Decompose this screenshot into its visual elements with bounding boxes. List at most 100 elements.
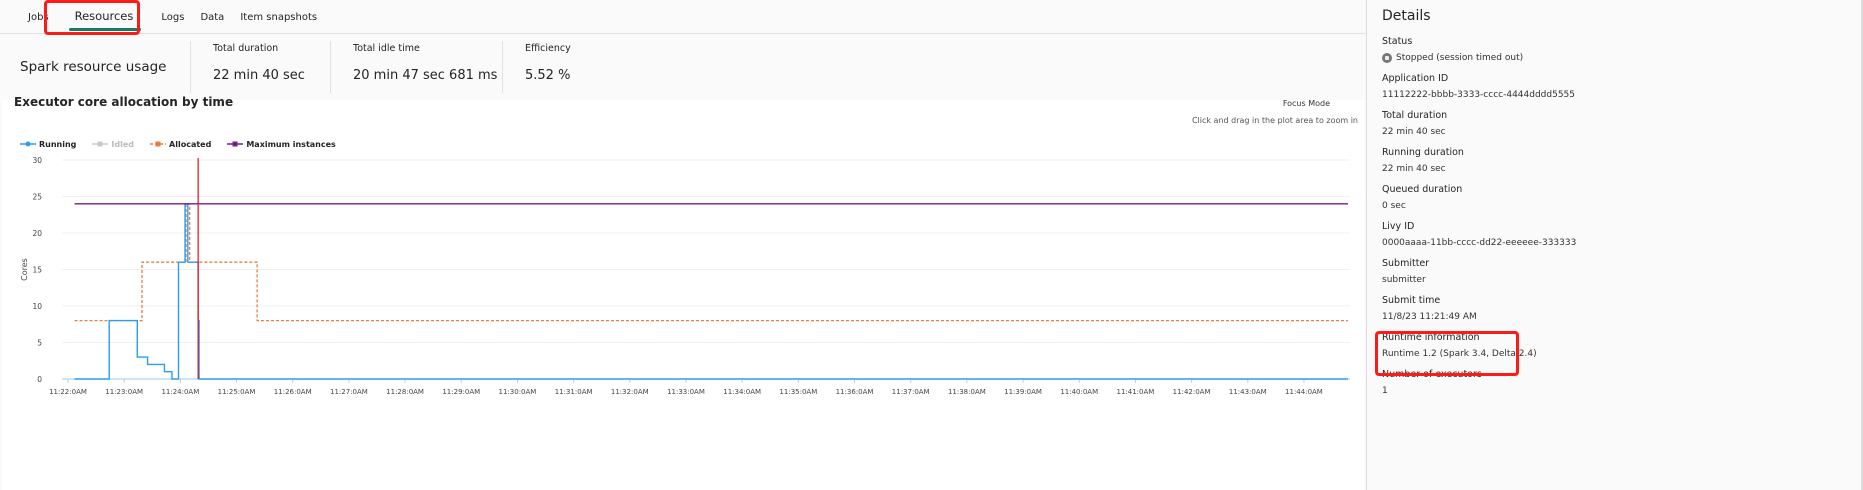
legend-label: Idled [111,140,135,149]
y-tick-label: 0 [37,375,42,384]
detail-value-text: 11112222-bbbb-3333-cccc-4444dddd5555 [1382,90,1576,100]
detail-value-text: 22 min 40 sec [1382,127,1446,137]
x-tick-label: 11:34:0AM [723,388,761,396]
detail-label: Queued duration [1382,184,1463,195]
detail-value-text: 11/8/23 11:21:49 AM [1382,312,1477,322]
core-allocation-chart[interactable]: 0 5 10 15 20 25 30 11:22:0AM 11:23:0AM 11:24:0AM 1… [2,100,1364,490]
metric-total-duration: Total duration 22 min 40 sec [190,41,330,93]
detail-value: Stopped (session timed out) [1382,53,1863,63]
x-tick-label: 11:39:0AM [1004,388,1042,396]
focus-mode-button[interactable]: Focus Mode [1282,99,1330,108]
detail-label: Total duration [1382,110,1448,121]
detail-value-text: 0000aaaa-11bb-cccc-dd22-eeeeee-333333 [1382,238,1577,248]
x-tick-label: 11:42:0AM [1173,388,1211,396]
legend-marker-icon [150,140,167,149]
detail-value-text: submitter [1382,275,1426,285]
y-tick-label: 15 [32,266,42,275]
metric-label: Total idle time [353,43,420,54]
y-tick-label: 10 [32,302,42,311]
detail-value: 11/8/23 11:21:49 AM [1382,312,1863,322]
metric-idle-time: Total idle time 20 min 47 sec 681 ms [330,41,502,93]
legend-item[interactable]: Running [20,140,76,149]
y-tick-label: 30 [32,156,42,165]
tab-resources[interactable]: Resources [57,9,154,33]
detail-label: Running duration [1382,147,1464,158]
x-tick-label: 11:25:0AM [218,388,256,396]
x-tick-label: 11:22:0AM [49,388,87,396]
x-tick-label: 11:38:0AM [948,388,986,396]
x-tick-label: 11:26:0AM [274,388,312,396]
tab-jobs[interactable]: Jobs [28,12,49,23]
y-tick-label: 5 [37,339,42,348]
metric-label: Efficiency [525,43,571,54]
metric-efficiency: Efficiency 5.52 % [502,41,642,93]
main-panel: Jobs Resources Logs Data Item snapshots … [0,0,1366,490]
tab-bar: Jobs Resources Logs Data Item snapshots [0,0,1366,34]
x-tick-label: 11:23:0AM [105,388,143,396]
legend-item[interactable]: Allocated [150,140,211,149]
x-tick-label: 11:31:0AM [555,388,593,396]
detail-value-text: 1 [1382,386,1388,396]
x-tick-label: 11:24:0AM [161,388,199,396]
metric-value: 22 min 40 sec [213,68,305,83]
x-tick-label: 11:27:0AM [330,388,368,396]
x-tick-label: 11:37:0AM [892,388,930,396]
legend-item[interactable]: Idled [92,140,134,149]
legend-marker-icon [227,140,244,149]
resource-summary: Spark resource usage Total duration 22 mi… [0,34,1366,100]
highlight-box-runtime-info [1375,331,1519,376]
x-tick-label: 11:43:0AM [1229,388,1267,396]
x-tick-label: 11:35:0AM [779,388,817,396]
y-tick-label: 25 [32,193,42,202]
x-tick-label: 11:44:0AM [1285,388,1323,396]
x-tick-label: 11:30:0AM [499,388,537,396]
detail-label: Runtime information [1382,332,1480,343]
summary-title: Spark resource usage [20,59,167,75]
y-axis-label: Cores [20,258,29,281]
stopped-icon [1382,53,1392,63]
detail-label: Livy ID [1382,221,1415,232]
legend-item[interactable]: Maximum instances [227,140,336,149]
legend-label: Running [39,140,77,149]
detail-value-text: Stopped (session timed out) [1396,53,1524,63]
x-tick-label: 11:41:0AM [1117,388,1155,396]
y-tick-label: 20 [32,229,42,238]
tab-data[interactable]: Data [200,12,225,23]
legend-marker-icon [92,140,109,149]
detail-label: Status [1382,36,1413,47]
metric-value: 5.52 % [525,68,571,83]
x-tick-label: 11:33:0AM [667,388,705,396]
zoom-hint: Click and drag in the plot area to zoom … [1191,116,1358,125]
x-tick-label: 11:36:0AM [836,388,874,396]
chart-card: 0 5 10 15 20 25 30 11:22:0AM 11:23:0AM 11:24:0AM 1… [2,95,1364,490]
highlight-box-resources-tab [44,0,140,35]
series-line-running [74,203,1348,380]
detail-value: 0000aaaa-11bb-cccc-dd22-eeeeee-333333 [1382,238,1863,248]
scrollbar[interactable] [1861,0,1863,490]
detail-value-text: Runtime 1.2 (Spark 3.4, Delta 2.4) [1382,349,1537,359]
chart-legend: Running Idled Allocated Maximum instances [20,140,336,149]
detail-label: Submitter [1382,258,1430,269]
x-tick-label: 11:29:0AM [442,388,480,396]
x-tick-label: 11:32:0AM [611,388,649,396]
x-tick-label: 11:28:0AM [386,388,424,396]
tab-item-snapshots[interactable]: Item snapshots [240,12,318,23]
detail-value: 0 sec [1382,201,1863,211]
legend-label: Maximum instances [246,140,336,149]
detail-value: 22 min 40 sec [1382,164,1863,174]
detail-label: Application ID [1382,73,1449,84]
detail-value: 11112222-bbbb-3333-cccc-4444dddd5555 [1382,90,1863,100]
detail-label: Submit time [1382,295,1441,306]
tab-logs[interactable]: Logs [161,12,185,23]
details-panel: Details Status Stopped (session timed out… [1366,0,1863,490]
series-line-allocated [74,203,1348,322]
metric-value: 20 min 47 sec 681 ms [353,68,498,83]
metric-label: Total duration [213,43,279,54]
detail-value: Runtime 1.2 (Spark 3.4, Delta 2.4) [1382,349,1863,359]
detail-value: submitter [1382,275,1863,285]
legend-label: Allocated [169,140,212,149]
detail-value: 22 min 40 sec [1382,127,1863,137]
details-title: Details [1382,8,1431,24]
detail-value-text: 22 min 40 sec [1382,164,1446,174]
detail-value-text: 0 sec [1382,201,1406,211]
